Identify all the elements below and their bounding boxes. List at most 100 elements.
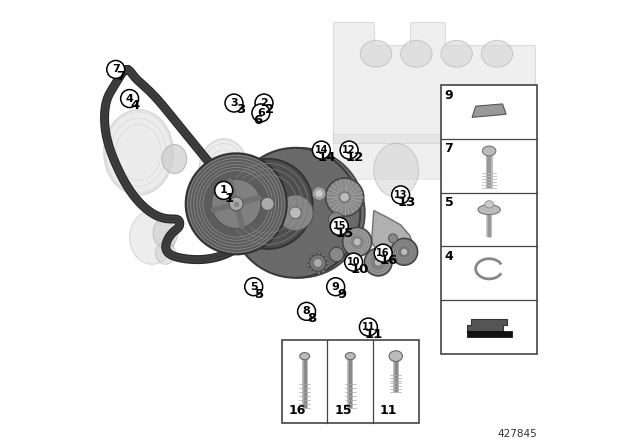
Ellipse shape: [313, 271, 316, 274]
Circle shape: [330, 217, 348, 235]
Bar: [333, 134, 535, 179]
Circle shape: [326, 278, 344, 296]
Text: 4: 4: [125, 94, 134, 103]
Circle shape: [340, 141, 358, 159]
Ellipse shape: [156, 242, 175, 264]
Text: 7: 7: [112, 65, 120, 74]
Text: 1: 1: [225, 191, 234, 205]
Text: 11: 11: [362, 322, 375, 332]
Ellipse shape: [315, 190, 323, 198]
Circle shape: [392, 186, 410, 204]
Ellipse shape: [484, 201, 493, 208]
Text: 4: 4: [445, 250, 453, 263]
Ellipse shape: [186, 153, 287, 254]
Circle shape: [344, 253, 362, 271]
Ellipse shape: [325, 257, 328, 260]
Ellipse shape: [309, 254, 326, 271]
Ellipse shape: [314, 258, 323, 267]
Ellipse shape: [309, 268, 312, 271]
Circle shape: [312, 141, 330, 159]
Ellipse shape: [342, 227, 372, 256]
Text: 8: 8: [303, 306, 310, 316]
Text: 1: 1: [220, 185, 228, 195]
Text: 9: 9: [332, 282, 340, 292]
Circle shape: [360, 318, 378, 336]
Ellipse shape: [261, 197, 274, 211]
Ellipse shape: [483, 146, 496, 156]
Ellipse shape: [325, 266, 328, 269]
Text: 11: 11: [380, 404, 397, 417]
Text: 7: 7: [116, 69, 125, 83]
Ellipse shape: [313, 252, 316, 255]
Ellipse shape: [346, 353, 355, 360]
Text: 13: 13: [394, 190, 408, 200]
Text: 2: 2: [260, 98, 268, 108]
Bar: [441, 85, 538, 354]
Text: 12: 12: [342, 145, 356, 155]
Text: 15: 15: [334, 404, 352, 417]
Ellipse shape: [389, 351, 403, 362]
Text: 16: 16: [380, 254, 397, 267]
Ellipse shape: [481, 40, 513, 67]
Circle shape: [107, 60, 125, 78]
Ellipse shape: [307, 259, 310, 262]
Ellipse shape: [360, 40, 392, 67]
Ellipse shape: [322, 270, 325, 273]
Text: 13: 13: [397, 196, 415, 209]
Ellipse shape: [307, 264, 310, 267]
Text: 427845: 427845: [497, 429, 538, 439]
Ellipse shape: [317, 252, 321, 255]
Text: 16: 16: [289, 404, 306, 417]
Bar: [467, 331, 511, 337]
Polygon shape: [371, 211, 414, 261]
Circle shape: [298, 302, 316, 320]
Ellipse shape: [478, 205, 500, 215]
Ellipse shape: [391, 238, 418, 265]
Ellipse shape: [309, 255, 312, 258]
Text: 3: 3: [230, 98, 238, 108]
Polygon shape: [467, 319, 507, 332]
Ellipse shape: [243, 164, 265, 190]
Ellipse shape: [212, 179, 261, 228]
Text: 15: 15: [333, 221, 346, 231]
Text: 15: 15: [335, 227, 354, 241]
Ellipse shape: [353, 238, 361, 246]
Ellipse shape: [230, 148, 360, 278]
Ellipse shape: [300, 353, 310, 360]
Ellipse shape: [322, 253, 325, 256]
Text: 5: 5: [255, 288, 264, 301]
Ellipse shape: [278, 195, 313, 231]
Text: 2: 2: [265, 103, 275, 116]
Ellipse shape: [229, 197, 243, 211]
Ellipse shape: [235, 148, 365, 278]
Ellipse shape: [374, 258, 382, 266]
Text: 10: 10: [350, 263, 369, 276]
Ellipse shape: [330, 247, 344, 262]
Ellipse shape: [326, 178, 364, 216]
Text: 14: 14: [317, 151, 336, 164]
Ellipse shape: [326, 262, 329, 264]
Text: 10: 10: [347, 257, 360, 267]
Text: 6: 6: [257, 108, 265, 118]
Ellipse shape: [340, 192, 349, 202]
Text: 5: 5: [445, 196, 453, 209]
Ellipse shape: [401, 40, 432, 67]
Polygon shape: [333, 22, 535, 143]
Text: 4: 4: [131, 99, 140, 112]
Circle shape: [120, 90, 138, 108]
Ellipse shape: [374, 143, 419, 197]
Circle shape: [244, 278, 262, 296]
Text: 9: 9: [445, 89, 453, 102]
Circle shape: [374, 244, 392, 262]
Ellipse shape: [104, 110, 173, 195]
Text: 6: 6: [253, 114, 262, 128]
Ellipse shape: [328, 212, 343, 227]
Ellipse shape: [223, 159, 312, 249]
Circle shape: [252, 104, 270, 122]
Ellipse shape: [401, 248, 408, 255]
Ellipse shape: [388, 234, 397, 243]
Ellipse shape: [364, 248, 392, 276]
Ellipse shape: [162, 144, 187, 173]
Bar: [282, 340, 419, 423]
Circle shape: [214, 181, 232, 199]
